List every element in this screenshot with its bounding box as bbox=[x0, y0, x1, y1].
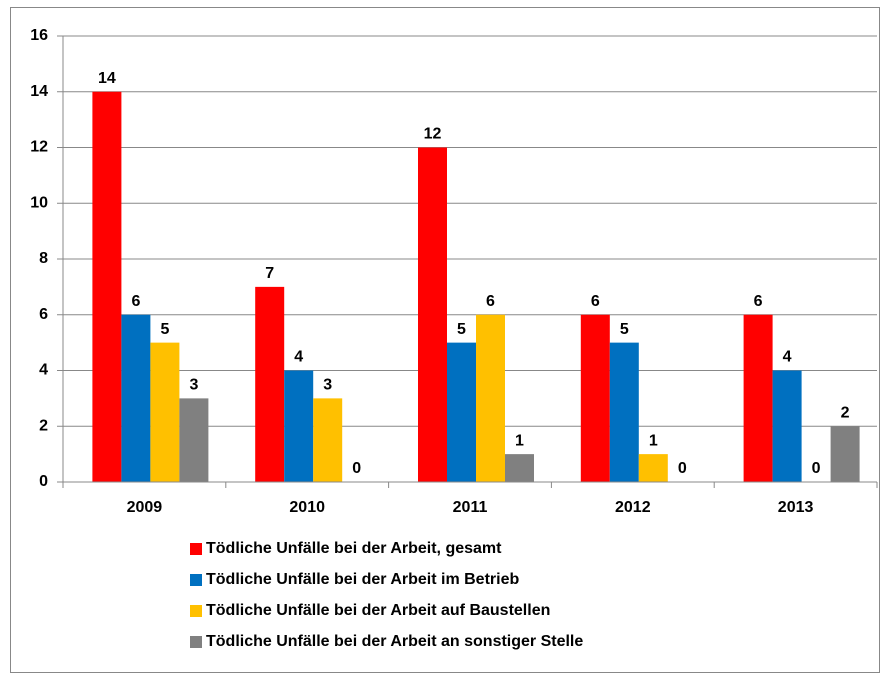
data-label: 1 bbox=[515, 432, 524, 449]
bar bbox=[150, 342, 180, 482]
legend-swatch bbox=[190, 543, 202, 555]
legend-label: Tödliche Unfälle bei der Arbeit, gesamt bbox=[206, 540, 502, 557]
bar bbox=[313, 398, 343, 482]
y-tick-label: 6 bbox=[39, 306, 48, 323]
legend-label: Tödliche Unfälle bei der Arbeit im Betri… bbox=[206, 571, 519, 588]
x-tick-label: 2011 bbox=[453, 499, 488, 516]
data-label: 12 bbox=[424, 126, 442, 143]
bar bbox=[121, 314, 151, 482]
y-tick-label: 2 bbox=[39, 417, 48, 434]
legend-swatch bbox=[190, 605, 202, 617]
bar bbox=[638, 454, 668, 482]
data-label: 5 bbox=[457, 321, 466, 338]
bar bbox=[505, 454, 534, 482]
data-label: 14 bbox=[98, 70, 116, 87]
data-label: 0 bbox=[678, 460, 687, 477]
legend-label: Tödliche Unfälle bei der Arbeit auf Baus… bbox=[206, 602, 550, 619]
bar bbox=[92, 91, 122, 482]
data-label: 0 bbox=[812, 460, 821, 477]
legend-swatch bbox=[190, 636, 202, 648]
x-tick-label: 2009 bbox=[127, 499, 163, 516]
bar bbox=[418, 147, 447, 482]
y-tick-label: 10 bbox=[30, 194, 48, 211]
x-tick-label: 2013 bbox=[778, 499, 814, 516]
bar bbox=[609, 342, 639, 482]
x-tick-label: 2010 bbox=[289, 499, 325, 516]
data-label: 2 bbox=[841, 404, 850, 421]
y-tick-label: 8 bbox=[39, 250, 48, 267]
y-tick-label: 0 bbox=[39, 473, 48, 490]
data-label: 7 bbox=[265, 265, 274, 282]
data-label: 4 bbox=[783, 349, 792, 366]
bar bbox=[580, 314, 610, 482]
bar bbox=[476, 314, 505, 482]
legend-label: Tödliche Unfälle bei der Arbeit an sonst… bbox=[206, 633, 583, 650]
bar bbox=[772, 370, 802, 482]
data-label: 0 bbox=[352, 460, 361, 477]
x-tick-label: 2012 bbox=[615, 499, 651, 516]
bar bbox=[284, 370, 314, 482]
data-label: 1 bbox=[649, 432, 658, 449]
data-label: 6 bbox=[131, 293, 140, 310]
y-tick-label: 16 bbox=[30, 27, 48, 44]
bar bbox=[830, 426, 860, 482]
y-tick-label: 14 bbox=[30, 83, 48, 100]
bar bbox=[255, 286, 285, 482]
bar bbox=[447, 342, 476, 482]
data-label: 5 bbox=[620, 321, 629, 338]
y-tick-label: 12 bbox=[30, 139, 48, 156]
bar bbox=[179, 398, 209, 482]
data-label: 5 bbox=[160, 321, 169, 338]
data-label: 3 bbox=[189, 377, 198, 394]
y-tick-label: 4 bbox=[39, 362, 48, 379]
data-label: 6 bbox=[754, 293, 763, 310]
data-label: 6 bbox=[486, 293, 495, 310]
data-label: 6 bbox=[591, 293, 600, 310]
data-label: 3 bbox=[323, 377, 332, 394]
legend-swatch bbox=[190, 574, 202, 586]
bar bbox=[743, 314, 773, 482]
data-label: 4 bbox=[294, 349, 303, 366]
